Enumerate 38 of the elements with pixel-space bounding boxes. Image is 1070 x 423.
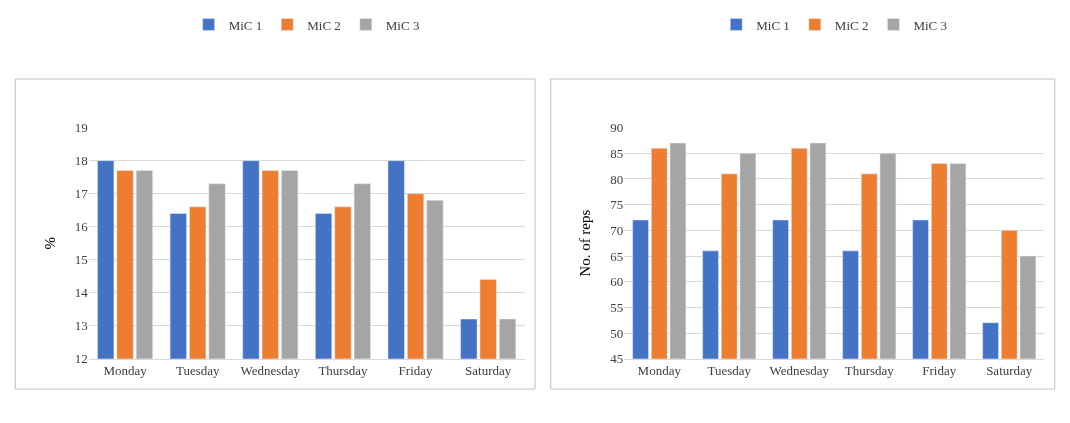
y-tick-label: 60	[610, 274, 624, 290]
y-tick-label: 90	[610, 120, 624, 136]
y-tick-label: 14	[74, 285, 89, 301]
y-tick-label: 50	[610, 325, 624, 341]
x-tick-label: Tuesday	[707, 363, 752, 379]
x-tick-label: Wednesday	[769, 363, 830, 379]
x-tick-label: Tuesday	[175, 363, 220, 379]
x-tick-label: Saturday	[465, 363, 512, 379]
y-axis-title: No. of reps	[577, 209, 594, 277]
y-tick-label: 45	[610, 351, 624, 367]
x-tick-label: Monday	[103, 363, 148, 379]
y-tick-label: 17	[74, 186, 89, 202]
x-tick-label: Thursday	[318, 363, 368, 379]
y-tick-label: 65	[610, 248, 624, 264]
legend-label: MiC 3	[385, 17, 420, 33]
x-tick-label: Monday	[637, 363, 682, 379]
x-tick-label: Friday	[922, 363, 957, 379]
x-tick-label: Friday	[398, 363, 434, 379]
y-tick-label: 12	[74, 351, 88, 367]
y-tick-label: 18	[74, 153, 88, 169]
legend-label: MiC 2	[834, 17, 869, 33]
y-tick-label: 85	[610, 145, 624, 161]
legend-label: MiC 3	[913, 17, 948, 33]
y-tick-label: 75	[610, 197, 624, 213]
legend-label: MiC 1	[228, 17, 263, 33]
legend-label: MiC 2	[307, 17, 341, 33]
y-tick-label: 15	[74, 252, 88, 268]
y-tick-label: 55	[610, 299, 624, 315]
y-tick-label: 80	[610, 171, 624, 187]
x-tick-label: Wednesday	[240, 363, 301, 379]
x-tick-label: Saturday	[986, 363, 1033, 379]
y-tick-label: 19	[74, 120, 88, 136]
y-tick-label: 16	[74, 219, 89, 235]
y-tick-label: 70	[610, 222, 624, 238]
y-tick-label: 13	[74, 318, 88, 334]
y-axis-title: %	[42, 236, 58, 250]
x-tick-label: Thursday	[844, 363, 895, 379]
legend-label: MiC 1	[756, 17, 790, 33]
